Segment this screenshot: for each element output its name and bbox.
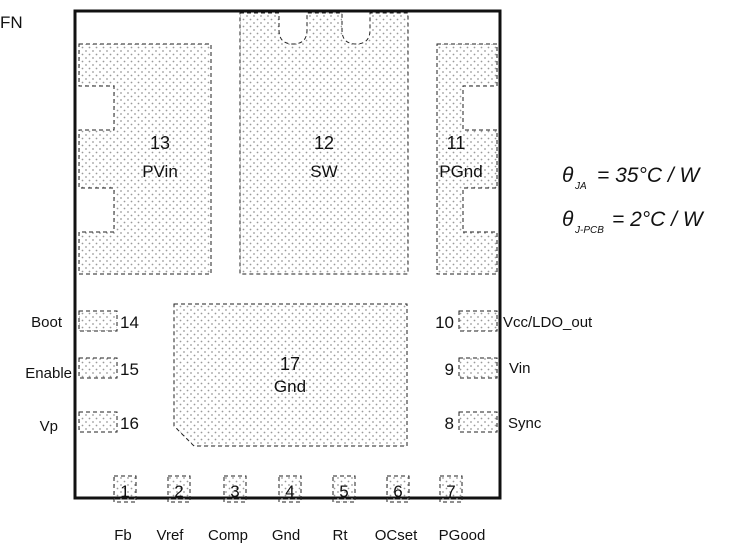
pad-pvin-shape [78, 43, 212, 275]
pad-pgnd-number: 11 [447, 133, 466, 153]
pad-sw: 12 SW [239, 12, 409, 275]
pin-number: 14 [120, 313, 139, 332]
pad-pvin-number: 13 [150, 133, 170, 153]
theta-ja-value: = 35°C / W [597, 164, 702, 187]
package-label: FN [0, 13, 23, 32]
pin-pad [332, 475, 356, 503]
pad-pgnd-shape [436, 43, 498, 275]
pin-pad [223, 475, 247, 503]
pad-sw-number: 12 [314, 133, 334, 153]
bottom-pin-6: 6 OCset [375, 475, 418, 544]
pin-number: 10 [435, 313, 454, 332]
pin-pad [439, 475, 463, 503]
pin-pad [278, 475, 302, 503]
left-pin-15: 15 Enable [25, 357, 139, 382]
pin-name: Gnd [272, 527, 300, 544]
pin-pad [386, 475, 410, 503]
pad-pgnd: 11 PGnd [436, 43, 498, 275]
pin-name: OCset [375, 527, 418, 544]
thermal-ja: θ JA = 35°C / W [562, 164, 702, 192]
pin-pad [458, 411, 498, 433]
pad-sw-shape [239, 12, 409, 275]
pin-pad [458, 310, 498, 332]
pin-pad [78, 357, 118, 379]
bottom-pin-3: 3 Comp [208, 475, 248, 544]
right-pin-9: 9 Vin [445, 357, 530, 379]
pin-number: 6 [393, 482, 402, 501]
pin-name: PGood [439, 527, 486, 544]
pin-number: 8 [445, 414, 454, 433]
pin-number: 2 [174, 482, 183, 501]
pin-name: Vcc/LDO_out [503, 314, 593, 331]
bottom-pin-2: 2 Vref [157, 475, 191, 544]
pin-number: 4 [285, 482, 294, 501]
pad-pvin-name: PVin [142, 162, 178, 181]
theta-jpcb-symbol: θ [562, 208, 574, 231]
theta-ja-subscript: JA [574, 181, 587, 192]
pad-gnd: 17 Gnd [173, 303, 408, 447]
left-pin-14: 14 Boot [31, 310, 139, 332]
pad-gnd-number: 17 [280, 354, 300, 374]
theta-jpcb-value: = 2°C / W [612, 208, 705, 231]
pad-pvin: 13 PVin [78, 43, 212, 275]
pin-pad [458, 357, 498, 379]
thermal-jpcb: θ J-PCB = 2°C / W [562, 208, 705, 236]
bottom-pin-4: 4 Gnd [272, 475, 302, 544]
pin-name: Vref [157, 527, 185, 544]
pin-number: 9 [445, 360, 454, 379]
pad-sw-name: SW [310, 162, 337, 181]
pin-pad [167, 475, 191, 503]
bottom-pin-7: 7 PGood [439, 475, 486, 544]
pin-number: 5 [339, 482, 348, 501]
pin-pad [78, 310, 118, 332]
pin-number: 1 [120, 482, 129, 501]
pin-pad [78, 411, 118, 433]
pin-name: Rt [333, 527, 349, 544]
theta-jpcb-subscript: J-PCB [574, 225, 604, 236]
theta-ja-symbol: θ [562, 164, 574, 187]
pin-number: 3 [230, 482, 239, 501]
pin-name: Fb [114, 527, 132, 544]
pin-name: Boot [31, 314, 63, 331]
pin-name: Vp [40, 418, 58, 435]
pad-gnd-name: Gnd [274, 377, 306, 396]
left-pin-16: 16 Vp [40, 411, 139, 435]
pin-number: 7 [446, 482, 455, 501]
bottom-pin-1: 1 Fb [113, 475, 137, 544]
pin-number: 15 [120, 360, 139, 379]
pin-name: Sync [508, 415, 542, 432]
pad-gnd-shape [173, 303, 408, 447]
right-pin-10: 10 Vcc/LDO_out [435, 310, 593, 332]
right-pin-8: 8 Sync [445, 411, 542, 433]
pin-name: Enable [25, 365, 72, 382]
pad-pgnd-name: PGnd [439, 162, 482, 181]
pin-name: Comp [208, 527, 248, 544]
pin-number: 16 [120, 414, 139, 433]
bottom-pin-5: 5 Rt [332, 475, 356, 544]
pin-name: Vin [509, 360, 530, 377]
pin-pad [113, 475, 137, 503]
